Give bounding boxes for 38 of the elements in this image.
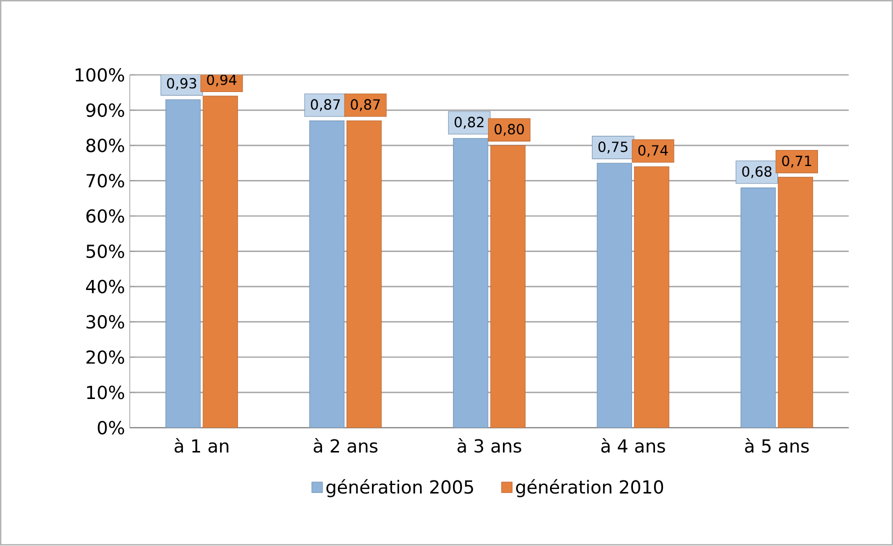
- bar: [634, 166, 670, 428]
- x-tick-label: à 5 ans: [745, 438, 809, 453]
- legend-label: génération 2005: [326, 479, 474, 498]
- y-tick-label: 100%: [76, 68, 124, 82]
- data-label: 0,82: [454, 117, 484, 130]
- y-tick-label: 30%: [86, 315, 124, 329]
- bar: [453, 138, 488, 428]
- x-tick-label: à 3 ans: [458, 438, 522, 453]
- data-label: 0,71: [782, 156, 812, 168]
- y-tick-label: 50%: [86, 244, 124, 258]
- bar: [165, 100, 201, 428]
- y-tick-label: 90%: [86, 104, 124, 118]
- data-label: 0,75: [598, 142, 628, 154]
- data-label: 0,68: [742, 166, 772, 178]
- data-label: 0,87: [310, 99, 340, 112]
- data-label: 0,93: [167, 78, 196, 90]
- y-tick-label: 70%: [86, 174, 124, 188]
- data-label: 0,74: [638, 145, 668, 158]
- y-tick-label: 60%: [86, 209, 124, 224]
- y-tick-label: 0%: [98, 421, 124, 435]
- data-label: 0,80: [494, 124, 524, 136]
- bar: [346, 120, 382, 428]
- bar: [596, 163, 632, 428]
- legend-label: génération 2010: [516, 479, 664, 498]
- x-tick-label: à 1 an: [174, 438, 228, 453]
- bar: [740, 188, 776, 428]
- bar: [490, 145, 526, 428]
- data-label: 0,94: [207, 74, 236, 87]
- bar: [309, 120, 344, 428]
- y-tick-label: 20%: [86, 350, 124, 364]
- data-label: 0,87: [350, 99, 380, 112]
- y-tick-label: 80%: [86, 138, 124, 152]
- y-tick-label: 10%: [87, 386, 124, 400]
- x-tick-label: à 2 ans: [314, 438, 378, 453]
- y-tick-label: 40%: [86, 280, 124, 294]
- x-tick-label: à 4 ans: [601, 438, 666, 453]
- bar: [202, 96, 238, 428]
- bar: [778, 177, 814, 428]
